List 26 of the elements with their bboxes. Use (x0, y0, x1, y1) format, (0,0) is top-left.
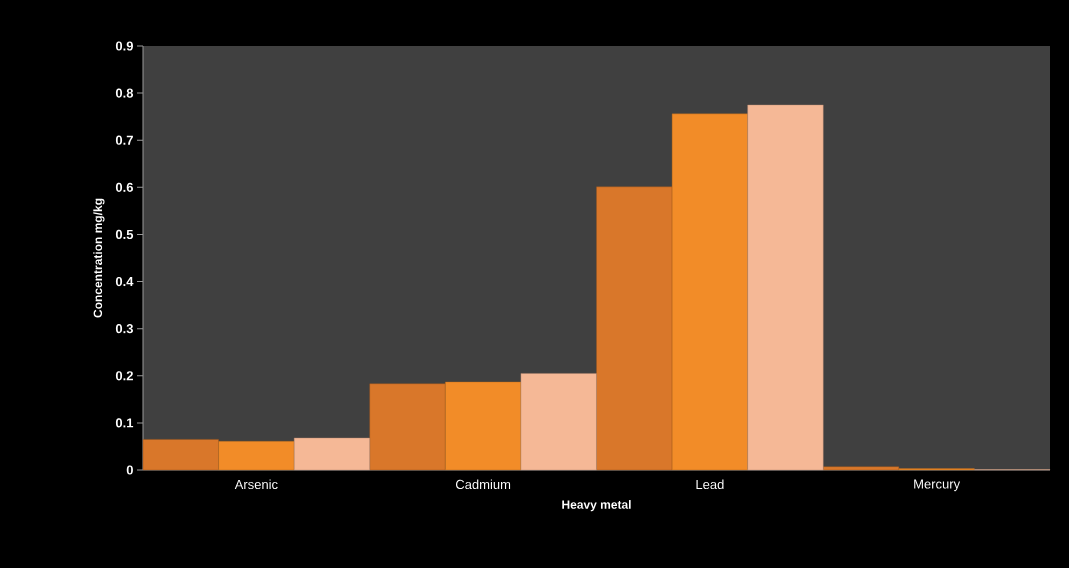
y-tick-label: 0.5 (115, 229, 134, 240)
y-tick-label: 0.9 (115, 41, 133, 51)
y-tick-label: 0.7 (115, 135, 133, 145)
y-tick-label: 0.6 (115, 182, 133, 192)
y-tick-label: 0.2 (115, 371, 133, 381)
bar (747, 104, 824, 471)
x-tick-label: Lead (696, 479, 724, 490)
y-tick-label: 0 (126, 465, 133, 475)
bar (142, 439, 219, 471)
y-tick-label: 0.8 (115, 88, 134, 98)
y-tick-label: 0.4 (115, 276, 134, 287)
y-tick-label: 0.1 (115, 418, 134, 428)
bar (218, 441, 295, 471)
bar (671, 113, 748, 471)
x-tick-label: Mercury (914, 479, 961, 492)
x-tick-label: Arsenic (234, 479, 278, 490)
bar (293, 437, 370, 471)
bar (596, 186, 673, 471)
bar (823, 466, 900, 471)
y-axis-title: Concentration mg/kg (93, 198, 105, 318)
x-tick-label: Cadmium (455, 479, 511, 490)
bar (520, 373, 597, 471)
x-axis-title: Heavy metal (562, 500, 631, 512)
bar (445, 381, 522, 471)
bar (369, 383, 446, 471)
y-tick-label: 0.3 (115, 324, 133, 334)
